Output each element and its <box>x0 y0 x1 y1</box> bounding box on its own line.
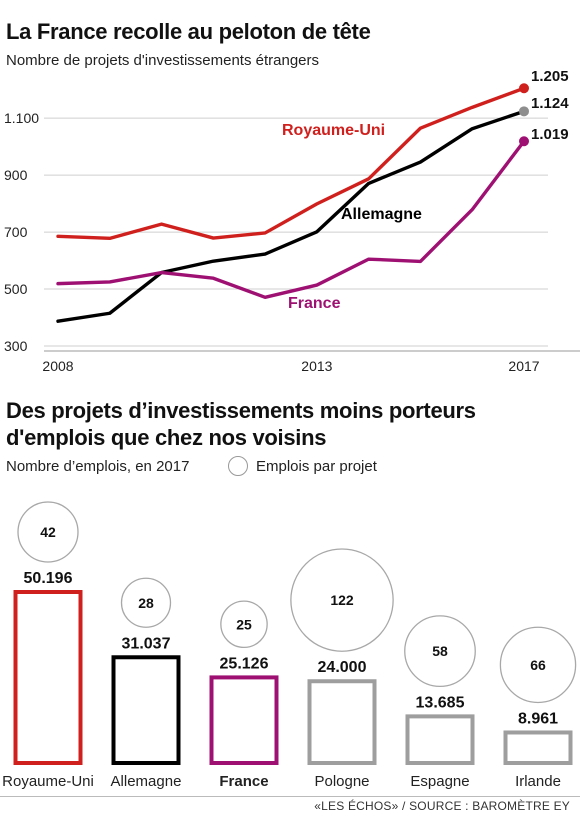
bar-france <box>209 675 279 765</box>
x-tick-label: 2008 <box>42 358 73 374</box>
end-value-label: 1.205 <box>531 68 569 85</box>
category-label: Pologne <box>314 773 369 790</box>
series-line-royaume-uni <box>56 86 526 241</box>
bar-value-label: 31.037 <box>122 635 171 652</box>
jobs-bubble-label: 25 <box>236 616 252 632</box>
bar-value-label: 8.961 <box>518 710 558 727</box>
bar-value-label: 25.126 <box>220 655 269 672</box>
bar-chart-subtitle: Nombre d’emplois, en 2017 <box>6 458 190 475</box>
series-name-label: Allemagne <box>341 206 422 223</box>
line-chart: 300 500 700 900 1.100 2008 2013 2017 1.205 Royaum… <box>4 68 580 374</box>
bar-chart: 50.196 42 Royaume-Uni 31.037 28 Allemagne 25.1… <box>2 501 577 790</box>
jobs-bubble-label: 42 <box>40 524 56 540</box>
bar-value-label: 24.000 <box>318 659 367 676</box>
x-tick-label: 2017 <box>508 358 539 374</box>
series-name-label: France <box>288 295 341 312</box>
series-end-point <box>519 106 529 117</box>
series-name-label: Royaume-Uni <box>282 122 385 139</box>
bar-allemagne <box>111 655 181 765</box>
source-footer: «LES ÉCHOS» / SOURCE : BAROMÈTRE EY <box>314 799 570 813</box>
category-label: France <box>219 773 268 790</box>
jobs-bubble-label: 122 <box>330 592 354 608</box>
category-label: Espagne <box>410 773 469 790</box>
footer-rule <box>0 796 580 797</box>
series-line-france <box>56 139 526 300</box>
jobs-bubble <box>404 615 476 688</box>
bar-value-label: 50.196 <box>24 570 73 587</box>
jobs-bubble <box>220 600 268 649</box>
line-chart-subtitle: Nombre de projets d'investissements étra… <box>6 52 320 69</box>
jobs-bubble <box>499 626 577 704</box>
jobs-bubble <box>290 548 394 652</box>
line-chart-title: La France recolle au peloton de tête <box>6 19 371 44</box>
y-tick-label: 500 <box>4 281 28 297</box>
bubble-legend-icon <box>228 456 248 476</box>
series-line-allemagne <box>56 109 526 323</box>
series-end-point <box>519 136 529 147</box>
bar-royaume-uni <box>13 590 83 765</box>
y-tick-label: 1.100 <box>4 110 39 126</box>
bar-irlande <box>503 730 573 766</box>
jobs-bubble-label: 66 <box>530 657 546 673</box>
jobs-bubble <box>120 577 172 628</box>
bar-value-label: 13.685 <box>416 694 465 711</box>
y-tick-label: 300 <box>4 338 28 354</box>
y-tick-label: 900 <box>4 167 28 183</box>
jobs-bubble <box>17 501 79 563</box>
y-tick-label: 700 <box>4 224 28 240</box>
end-value-label: 1.019 <box>531 126 569 143</box>
end-value-label: 1.124 <box>531 95 569 112</box>
bar-pologne <box>307 679 377 765</box>
bubble-legend-label: Emplois par projet <box>256 458 377 475</box>
jobs-bubble-label: 58 <box>432 643 448 659</box>
category-label: Royaume-Uni <box>2 773 94 790</box>
category-label: Irlande <box>515 773 561 790</box>
bar-espagne <box>405 714 475 765</box>
jobs-bubble-label: 28 <box>138 595 154 611</box>
x-tick-label: 2013 <box>301 358 332 374</box>
bar-chart-title: Des projets d’investissements moins port… <box>6 398 476 450</box>
series-end-point <box>519 83 529 94</box>
category-label: Allemagne <box>111 773 182 790</box>
